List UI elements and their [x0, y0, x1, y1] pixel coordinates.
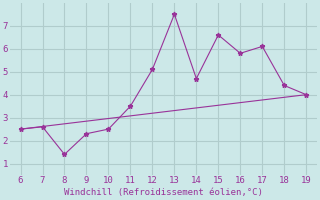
- X-axis label: Windchill (Refroidissement éolien,°C): Windchill (Refroidissement éolien,°C): [64, 188, 263, 197]
